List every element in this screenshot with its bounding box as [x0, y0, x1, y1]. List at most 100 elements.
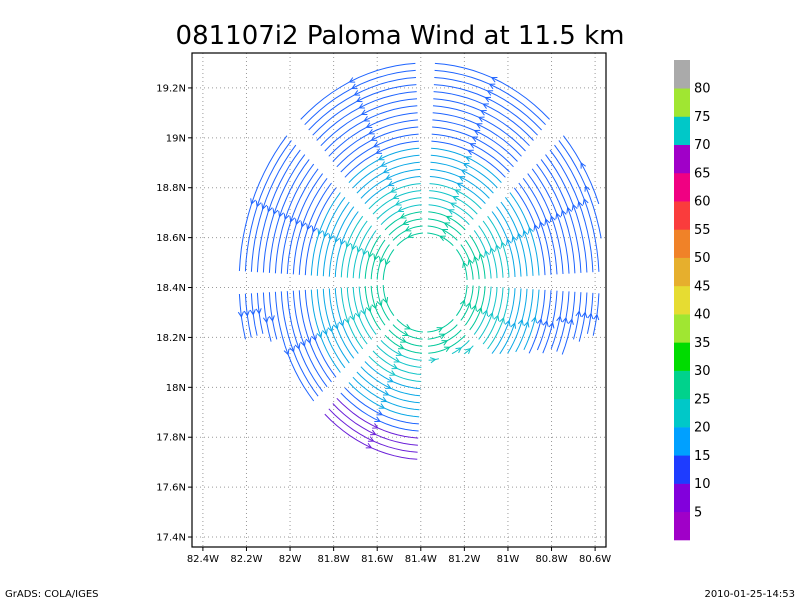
- stream-arrow: [322, 328, 328, 336]
- streamline: [427, 218, 462, 236]
- streamline: [370, 285, 386, 326]
- streamline: [592, 293, 600, 336]
- streamline: [500, 201, 528, 277]
- stream-arrow: [367, 436, 375, 442]
- streamline: [358, 230, 377, 279]
- streamline: [431, 140, 506, 178]
- streamline: [372, 350, 422, 375]
- stream-arrow: [295, 218, 301, 226]
- streamline: [304, 69, 416, 126]
- streamline: [280, 291, 319, 397]
- stream-arrow: [339, 238, 346, 246]
- streamline: [487, 215, 510, 278]
- stream-arrow: [580, 162, 587, 169]
- streamline: [528, 289, 546, 354]
- streamline: [348, 382, 420, 418]
- streamline: [396, 319, 423, 333]
- stream-arrow: [353, 90, 361, 96]
- stream-arrow: [382, 390, 390, 396]
- stream-arrow: [368, 128, 375, 135]
- y-tick-label: 17.4N: [156, 533, 186, 544]
- streamline: [304, 289, 337, 378]
- stream-arrow: [387, 180, 395, 187]
- streamline: [310, 289, 341, 373]
- streamline: [429, 190, 478, 215]
- y-tick-label: 18.4N: [156, 283, 186, 294]
- x-tick-label: 80.8W: [535, 554, 567, 565]
- colorbar-label: 60: [694, 195, 711, 210]
- stream-arrow: [511, 235, 518, 243]
- stream-arrow: [243, 310, 250, 317]
- colorbar-label: 40: [694, 308, 711, 323]
- streamline: [336, 126, 419, 168]
- streamline: [304, 187, 337, 276]
- streamline: [482, 220, 504, 278]
- stream-arrow: [471, 304, 477, 312]
- stream-arrow: [237, 311, 244, 318]
- streamline: [346, 287, 368, 345]
- stream-arrow: [436, 327, 444, 333]
- colorbar-swatch: [674, 511, 690, 541]
- stream-arrow: [365, 305, 372, 313]
- streamline: [431, 133, 510, 173]
- stream-arrow: [493, 314, 500, 322]
- streamline: [427, 324, 458, 340]
- streamline: [328, 288, 355, 359]
- stream-arrow: [397, 206, 404, 213]
- streamline: [268, 292, 278, 340]
- stream-arrow: [429, 357, 437, 364]
- streamline: [562, 135, 600, 205]
- streamline: [274, 163, 315, 274]
- streamline: [554, 144, 600, 272]
- stream-arrow: [459, 299, 466, 306]
- streamline: [428, 358, 440, 361]
- stream-arrow: [555, 212, 562, 220]
- stream-arrow: [404, 323, 412, 330]
- stream-arrow: [402, 219, 409, 225]
- stream-arrow: [316, 331, 323, 339]
- streamline: [368, 183, 421, 210]
- streamline: [433, 98, 530, 147]
- stream-arrow: [482, 309, 489, 317]
- stream-arrow: [261, 203, 268, 210]
- stream-arrow: [283, 348, 290, 356]
- stream-arrow: [385, 383, 392, 389]
- streamline: [464, 345, 474, 355]
- stream-arrow: [499, 317, 505, 324]
- streamline: [384, 334, 423, 354]
- streamline: [286, 291, 324, 392]
- streamline: [384, 211, 423, 231]
- stream-arrow: [289, 215, 296, 223]
- streamline: [376, 285, 390, 321]
- stream-arrow: [517, 232, 523, 240]
- stream-arrow: [255, 308, 262, 315]
- streamline: [238, 293, 246, 340]
- streamline: [491, 211, 516, 278]
- stream-arrow: [376, 409, 384, 416]
- stream-arrow: [577, 200, 584, 208]
- streamline: [429, 183, 482, 210]
- stream-arrow: [441, 229, 448, 235]
- colorbar-swatch: [674, 398, 690, 428]
- stream-arrow: [478, 252, 485, 260]
- streamline: [460, 244, 474, 280]
- streamline: [473, 286, 492, 335]
- streamline: [298, 182, 332, 275]
- stream-arrow: [370, 429, 377, 436]
- stream-arrow: [380, 161, 387, 167]
- streamline: [332, 119, 418, 162]
- stream-arrow: [476, 306, 483, 314]
- stream-arrow: [527, 226, 534, 234]
- streamline: [308, 77, 417, 131]
- stream-arrow: [372, 141, 380, 148]
- colorbar-swatch: [674, 257, 690, 287]
- stream-arrow: [362, 248, 368, 256]
- streamline: [392, 324, 423, 340]
- stream-arrow: [371, 302, 378, 310]
- stream-arrow: [305, 337, 312, 345]
- stream-arrow: [393, 357, 401, 363]
- stream-arrow: [289, 345, 295, 353]
- streamline: [513, 187, 546, 276]
- stream-arrow: [500, 241, 507, 248]
- streamline: [322, 201, 350, 277]
